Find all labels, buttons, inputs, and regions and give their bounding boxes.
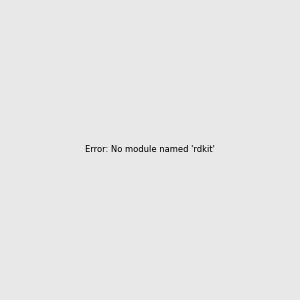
Text: Error: No module named 'rdkit': Error: No module named 'rdkit' — [85, 146, 215, 154]
